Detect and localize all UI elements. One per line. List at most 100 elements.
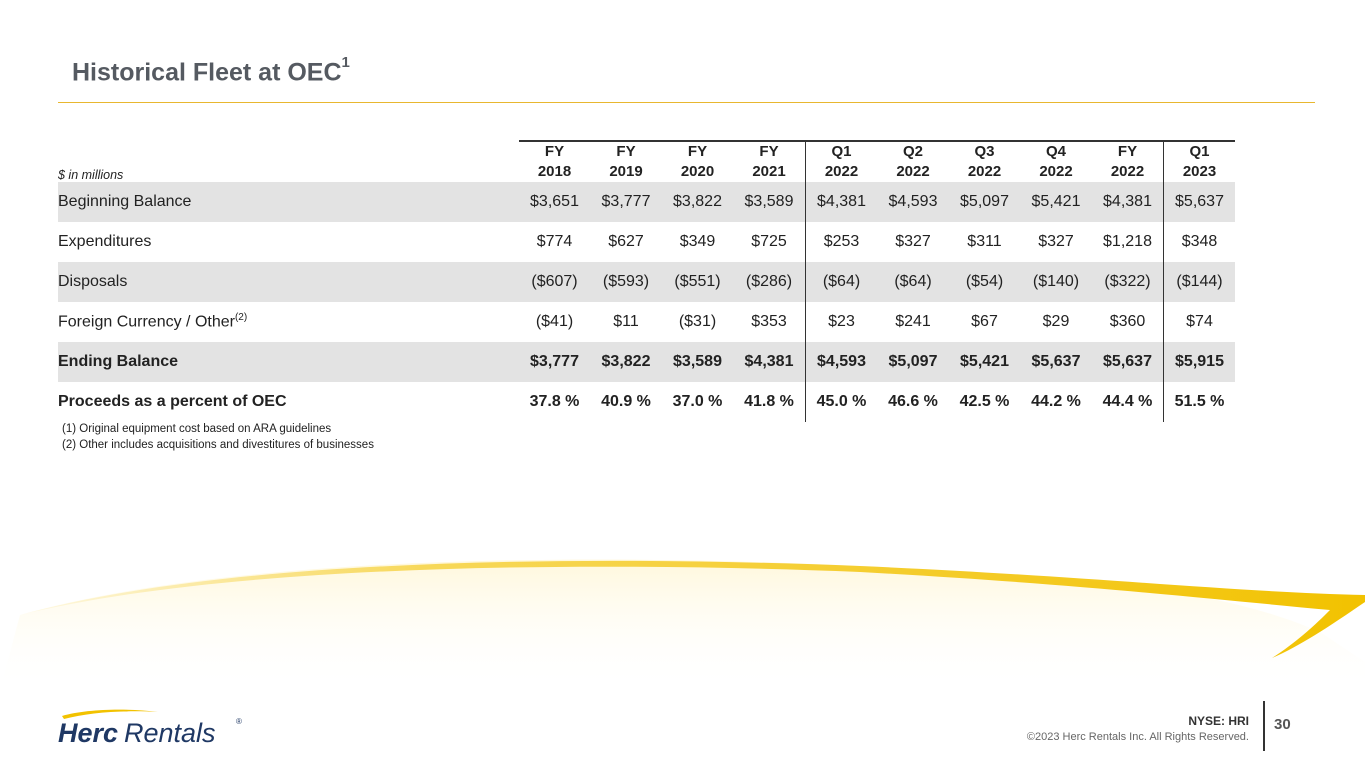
row-label: Ending Balance (58, 342, 519, 382)
table-cell: ($64) (877, 262, 949, 302)
table-cell: ($593) (590, 262, 662, 302)
table-cell: $327 (1038, 233, 1074, 250)
table-cell: ($607) (519, 262, 590, 302)
table-cell: $3,777 (590, 182, 662, 222)
table-row: Proceeds as a percent of OEC 37.8 % 40.9… (58, 382, 1235, 422)
column-header: FY 2020 (662, 140, 733, 182)
table-row: Ending Balance $3,777 $3,822 $3,589 $4,3… (58, 342, 1235, 382)
row-label: Beginning Balance (58, 182, 519, 222)
table-cell: $5,097 (877, 342, 949, 382)
table-row: Expenditures $774 $627 $349 $725 $253 $3… (58, 222, 1235, 262)
footer-divider (1263, 701, 1265, 751)
page-title: Historical Fleet at OEC1 (72, 54, 350, 87)
page-number: 30 (1274, 716, 1291, 733)
table-cell: $253 (805, 222, 877, 262)
svg-text:Rentals: Rentals (124, 718, 216, 746)
footnote-2: (2) Other includes acquisitions and dive… (62, 439, 374, 451)
row-label: Proceeds as a percent of OEC (58, 393, 287, 410)
table-cell: $4,381 (805, 182, 877, 222)
table-cell: $353 (751, 313, 787, 330)
table-cell: $774 (536, 233, 573, 250)
column-header: Q1 2023 (1163, 140, 1235, 182)
column-header: FY 2022 (1092, 140, 1164, 182)
table-cell: $3,589 (733, 182, 806, 222)
table-cell: ($41) (535, 313, 574, 330)
svg-text:Herc: Herc (58, 718, 118, 746)
table-cell: $67 (971, 313, 998, 330)
table-cell: $4,381 (1092, 182, 1164, 222)
table-cell: 44.2 % (1031, 393, 1081, 410)
table-cell: 45.0 % (805, 382, 877, 422)
table-cell: $5,421 (1020, 182, 1092, 222)
row-label: Foreign Currency / Other(2) (58, 312, 248, 331)
table-row: Disposals ($607) ($593) ($551) ($286) ($… (58, 262, 1235, 302)
table-cell: $349 (679, 233, 716, 250)
table-cell: $5,637 (1020, 342, 1092, 382)
footnote-ref: (2) (234, 312, 248, 324)
table-cell: ($64) (805, 262, 877, 302)
logo-graphic: Herc Rentals ® (58, 709, 242, 748)
table-cell: ($286) (733, 262, 806, 302)
table-cell: $311 (967, 233, 1002, 250)
column-header: FY 2018 (519, 140, 590, 182)
table-cell: $5,637 (1163, 182, 1235, 222)
table-cell: 51.5 % (1163, 382, 1235, 422)
column-header: FY 2019 (590, 140, 662, 182)
table-cell: 46.6 % (888, 393, 938, 410)
table-cell: 37.8 % (529, 393, 580, 410)
table-cell: $241 (895, 313, 931, 330)
table-cell: $1,218 (1103, 233, 1152, 250)
table-cell: ($140) (1020, 262, 1092, 302)
table-cell: 41.8 % (744, 393, 794, 410)
column-header: FY 2021 (733, 140, 806, 182)
herc-rentals-logo: Herc Rentals ® (46, 706, 246, 751)
footnotes: (1) Original equipment cost based on ARA… (62, 421, 374, 453)
table-cell: $725 (751, 233, 787, 250)
table-cell: $360 (1109, 313, 1146, 330)
table-cell: $74 (1163, 302, 1235, 342)
table-cell: $3,651 (519, 182, 590, 222)
table-cell: $3,777 (519, 342, 590, 382)
table-cell: $5,421 (949, 342, 1020, 382)
fleet-table: $ in millions FY 2018 FY 2019 FY 2020 FY 202… (58, 140, 1235, 422)
row-label: Expenditures (58, 233, 152, 250)
table-row: Beginning Balance $3,651 $3,777 $3,822 $… (58, 182, 1235, 222)
table-cell: $4,593 (877, 182, 949, 222)
page-title-text: Historical Fleet at OEC (72, 58, 342, 87)
ticker-symbol: NYSE: HRI (1188, 714, 1249, 728)
table-cell: ($144) (1163, 262, 1235, 302)
table-cell: $5,637 (1092, 342, 1164, 382)
svg-text:®: ® (236, 717, 242, 726)
units-label: $ in millions (58, 168, 124, 182)
table-cell: 42.5 % (959, 393, 1010, 410)
table-cell: $348 (1163, 222, 1235, 262)
column-header: Q4 2022 (1020, 140, 1092, 182)
table-cell: $3,589 (662, 342, 733, 382)
footnote-1: (1) Original equipment cost based on ARA… (62, 423, 332, 435)
table-header-row: $ in millions FY 2018 FY 2019 FY 2020 FY 202… (58, 140, 1235, 182)
table-cell: $23 (805, 302, 877, 342)
column-header: Q3 2022 (949, 140, 1020, 182)
table-cell: 37.0 % (672, 393, 723, 410)
table-cell: ($322) (1092, 262, 1164, 302)
column-header: Q1 2022 (805, 140, 877, 182)
table-cell: $3,822 (662, 182, 733, 222)
table-cell: $29 (1042, 313, 1070, 330)
row-label: Disposals (58, 262, 519, 302)
copyright-text: ©2023 Herc Rentals Inc. All Rights Reser… (1026, 731, 1249, 743)
page-title-footnote-ref: 1 (341, 54, 350, 71)
table-cell: ($54) (949, 262, 1020, 302)
table-cell: $3,822 (590, 342, 662, 382)
table-cell: 40.9 % (601, 393, 651, 410)
title-divider (58, 102, 1315, 103)
table-cell: $4,381 (733, 342, 806, 382)
decorative-swoosh (0, 559, 1365, 690)
table-row: Foreign Currency / Other(2) ($41) $11 ($… (58, 302, 1235, 342)
table-cell: $5,915 (1163, 342, 1235, 382)
table-cell: $4,593 (805, 342, 877, 382)
column-header: Q2 2022 (877, 140, 949, 182)
table-cell: $5,097 (949, 182, 1020, 222)
table-cell: $327 (895, 233, 931, 250)
table-cell: $11 (613, 313, 639, 330)
table-cell: ($31) (678, 313, 717, 330)
